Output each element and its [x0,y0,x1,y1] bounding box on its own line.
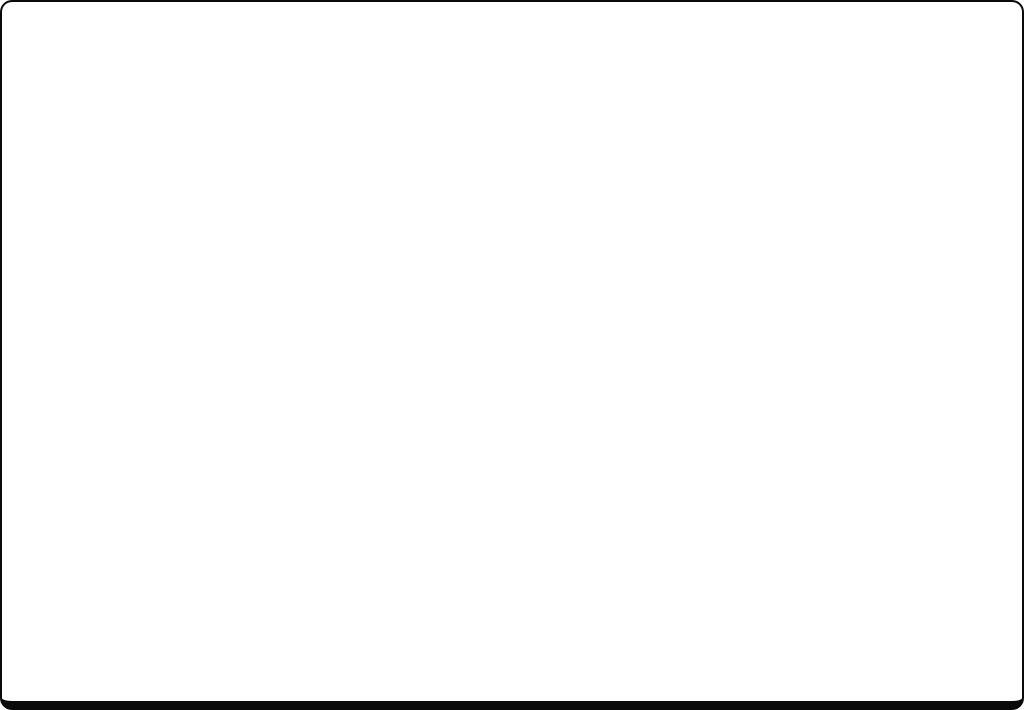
legend-item-new-listing [429,644,497,688]
legend-item-contract [199,644,267,688]
legend-swatch-new-listing [429,662,485,671]
legend [0,644,1024,688]
legend-swatch-stock [656,662,712,671]
legend-item-stock [656,644,724,688]
legend-swatch-contract [199,662,255,671]
